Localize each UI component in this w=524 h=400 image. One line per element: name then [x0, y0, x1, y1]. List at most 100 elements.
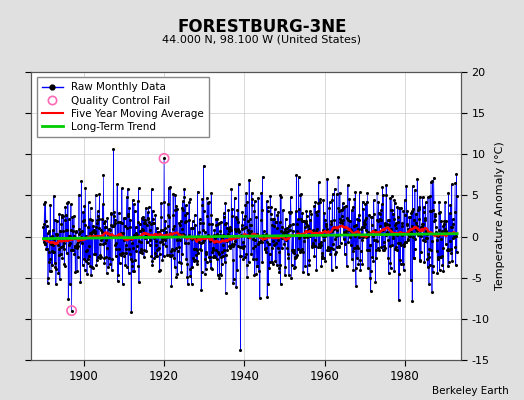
Point: [268, 261, 277, 267]
Point: [212, 256, 221, 262]
Point: [355, 234, 364, 240]
Point: [275, 249, 283, 255]
Point: [438, 228, 446, 235]
Point: [74, 254, 82, 260]
Point: [315, 240, 323, 247]
Point: [179, 198, 187, 204]
Point: [137, 248, 146, 254]
Point: [167, 248, 176, 254]
Point: [152, 253, 160, 260]
Point: [94, 208, 102, 214]
Point: [119, 253, 128, 259]
Point: [299, 218, 307, 224]
Point: [426, 208, 434, 214]
Point: [157, 200, 165, 206]
Point: [246, 222, 255, 228]
Point: [214, 249, 223, 255]
Point: [436, 209, 444, 216]
Point: [47, 248, 56, 254]
Point: [211, 254, 220, 261]
Point: [215, 275, 224, 281]
Point: [305, 262, 313, 268]
Point: [158, 257, 167, 264]
Point: [360, 221, 368, 228]
Point: [202, 258, 211, 265]
Point: [373, 238, 381, 244]
Point: [225, 244, 234, 251]
Point: [246, 230, 254, 237]
Point: [77, 236, 85, 242]
Point: [144, 215, 152, 222]
Point: [164, 200, 172, 207]
Point: [394, 214, 402, 220]
Point: [45, 228, 53, 234]
Point: [94, 212, 103, 219]
Point: [200, 162, 208, 169]
Point: [227, 213, 236, 220]
Point: [122, 250, 130, 256]
Point: [174, 233, 183, 239]
Point: [76, 279, 84, 286]
Point: [313, 208, 322, 214]
Point: [67, 247, 75, 254]
Point: [162, 234, 171, 240]
Point: [282, 237, 290, 243]
Point: [293, 216, 302, 223]
Point: [179, 206, 188, 213]
Point: [382, 192, 390, 198]
Point: [54, 246, 63, 252]
Point: [370, 231, 379, 237]
Point: [333, 232, 342, 239]
Point: [107, 210, 116, 217]
Point: [140, 253, 148, 260]
Point: [96, 252, 104, 258]
Point: [271, 218, 280, 225]
Point: [188, 264, 196, 270]
Point: [334, 244, 343, 250]
Point: [429, 263, 437, 269]
Point: [158, 238, 166, 244]
Point: [398, 220, 407, 226]
Point: [253, 263, 261, 269]
Point: [395, 205, 403, 211]
Point: [230, 241, 238, 248]
Point: [274, 245, 282, 251]
Point: [99, 201, 107, 208]
Point: [432, 232, 441, 238]
Point: [74, 239, 82, 245]
Point: [405, 214, 413, 221]
Point: [116, 251, 124, 257]
Point: [366, 242, 375, 248]
Point: [373, 190, 381, 196]
Point: [242, 251, 250, 257]
Point: [244, 234, 253, 241]
Point: [57, 251, 65, 257]
Point: [205, 257, 214, 264]
Point: [91, 251, 100, 258]
Point: [328, 227, 336, 234]
Point: [384, 217, 392, 224]
Point: [67, 227, 75, 233]
Point: [350, 223, 358, 230]
Point: [357, 226, 366, 232]
Point: [222, 290, 230, 297]
Point: [227, 226, 235, 233]
Point: [199, 239, 207, 246]
Point: [99, 172, 107, 178]
Point: [119, 215, 128, 221]
Point: [432, 228, 440, 235]
Point: [91, 228, 99, 234]
Point: [368, 254, 377, 260]
Point: [244, 218, 252, 224]
Point: [97, 228, 106, 235]
Point: [283, 245, 291, 251]
Point: [217, 218, 225, 225]
Point: [254, 239, 263, 245]
Point: [138, 250, 147, 257]
Point: [276, 219, 284, 225]
Point: [452, 171, 461, 178]
Point: [377, 217, 385, 223]
Point: [335, 208, 343, 214]
Point: [203, 234, 212, 240]
Point: [328, 196, 336, 203]
